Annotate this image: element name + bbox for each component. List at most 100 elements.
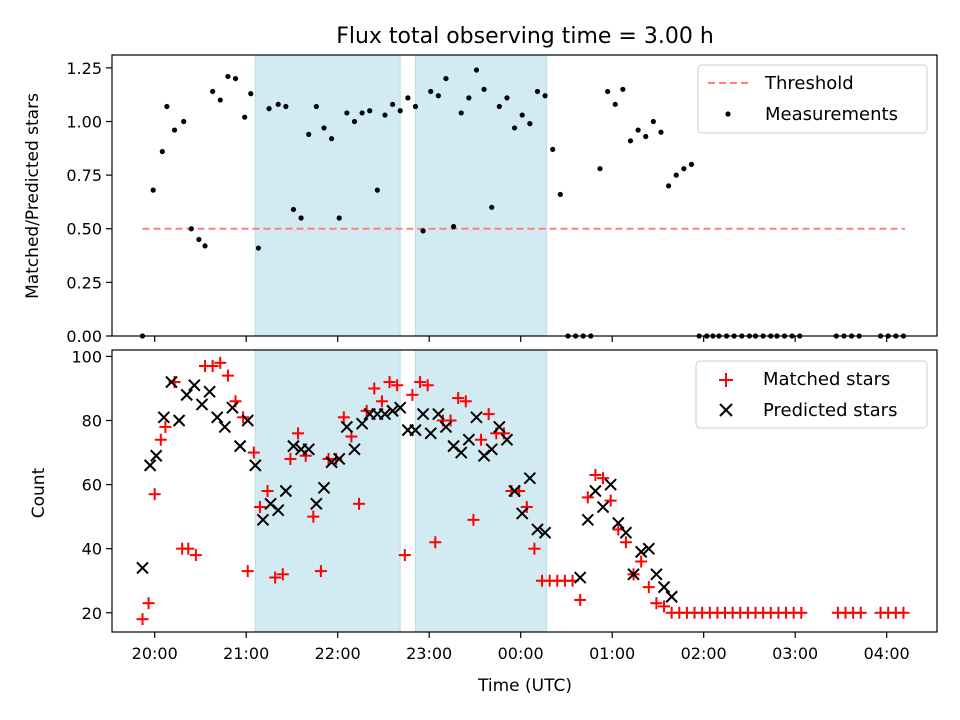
predicted-marker-b [462, 433, 476, 446]
top-legend-box [697, 64, 928, 134]
predicted-marker-b [249, 459, 262, 472]
predicted-marker-b [150, 449, 163, 462]
predicted-marker-b [302, 443, 315, 456]
measurement-point [620, 86, 626, 92]
measurement-point [397, 108, 403, 114]
predicted-marker-b [627, 568, 640, 581]
matched-star-point [247, 446, 260, 459]
legend-threshold-label: Threshold [764, 73, 854, 94]
matched-star-point [189, 549, 202, 562]
matched-star-point [635, 555, 648, 568]
top-plot-frame [111, 54, 938, 337]
predicted-star-point [500, 433, 514, 446]
matched-star-point [221, 369, 234, 382]
predicted-marker-b [416, 407, 430, 421]
predicted-marker-b [538, 526, 552, 539]
predicted-star-point [439, 420, 453, 434]
measurement-point [196, 236, 202, 243]
measurement-point [612, 101, 618, 107]
predicted-marker-b [485, 443, 498, 456]
predicted-marker-b [355, 417, 369, 430]
predicted-marker-b [634, 545, 648, 559]
matched-star-point [206, 360, 219, 373]
x-tick-label: 21:00 [223, 644, 269, 663]
predicted-marker-b [333, 452, 346, 466]
measurement-point [489, 204, 495, 210]
bottom-shaded-intervals [254, 349, 548, 633]
predicted-star-point [493, 420, 506, 434]
matched-star-point [136, 613, 149, 626]
predicted-marker-b [619, 526, 633, 539]
measurement-point [255, 245, 261, 251]
shaded-interval [414, 349, 548, 633]
measurement-point [232, 75, 239, 82]
predicted-star-point [508, 484, 521, 498]
top-legend: Threshold Measurements [697, 64, 928, 134]
predicted-star-point [516, 507, 529, 520]
measurement-point [542, 93, 548, 99]
predicted-marker-b [226, 401, 239, 414]
legend-measurements-label: Measurements [765, 104, 898, 125]
predicted-marker-b [195, 398, 209, 411]
matched-star-point [475, 433, 488, 446]
matched-star-point [276, 568, 289, 581]
chart-title: Flux total observing time = 3.00 h [336, 24, 714, 49]
measurement-point [306, 131, 312, 137]
predicted-marker-b [218, 420, 232, 434]
measurement-point [382, 112, 388, 118]
x-tick-label: 23:00 [406, 644, 452, 663]
predicted-star-point [424, 427, 437, 440]
predicted-star-point [333, 452, 346, 466]
measurement-point [550, 146, 556, 152]
predicted-star-point [523, 471, 537, 485]
predicted-star-point [386, 404, 399, 418]
measurement-point [458, 110, 464, 116]
y-tick-label: 100 [71, 347, 102, 366]
measurement-point [673, 172, 679, 178]
matched-stars-series [136, 356, 910, 626]
measurement-point [643, 133, 649, 140]
y-tick-label: 0.75 [66, 166, 102, 185]
y-tick-label: 0.50 [66, 220, 102, 239]
predicted-star-point [619, 526, 633, 539]
matched-star-point [159, 420, 172, 433]
matched-star-point [241, 565, 254, 578]
bottom-legend: Matched stars Predicted stars [695, 360, 928, 429]
matched-star-point [375, 395, 388, 408]
predicted-marker-b [136, 561, 149, 575]
predicted-star-point [180, 388, 193, 402]
measurement-point [321, 125, 327, 131]
matched-star-point [391, 379, 404, 392]
matched-star-point [307, 510, 320, 523]
measurement-point [443, 75, 449, 82]
predicted-marker-b [287, 439, 300, 453]
matched-star-point [528, 542, 541, 555]
x-tick-label: 00:00 [498, 644, 544, 663]
measurement-point [150, 187, 156, 193]
matched-star-point [619, 536, 632, 549]
predicted-marker-b [279, 484, 293, 498]
predicted-star-point [612, 516, 625, 530]
predicted-marker-b [665, 590, 678, 603]
legend-matched-swatch [719, 373, 733, 387]
bottom-y-axis-ticks: 20 40 60 80 100 [71, 347, 112, 623]
predicted-marker-b [310, 497, 323, 511]
predicted-star-point [657, 580, 671, 594]
measurement-point [225, 73, 231, 80]
predicted-marker-b [596, 500, 610, 514]
matched-star-point [597, 472, 610, 485]
measurement-point [527, 121, 533, 127]
matched-star-point [261, 485, 274, 497]
measurement-point [351, 118, 358, 125]
predicted-marker-b [203, 385, 216, 398]
measurement-point [412, 103, 419, 110]
measurement-point [481, 86, 487, 92]
y-tick-label: 0.00 [66, 327, 102, 346]
measurement-point [328, 136, 335, 142]
predicted-marker-b [180, 388, 193, 402]
matched-star-point [383, 376, 396, 389]
matched-star-point [581, 491, 594, 504]
predicted-star-point [143, 459, 157, 472]
predicted-marker-b [432, 407, 445, 421]
predicted-marker-b [143, 459, 157, 472]
